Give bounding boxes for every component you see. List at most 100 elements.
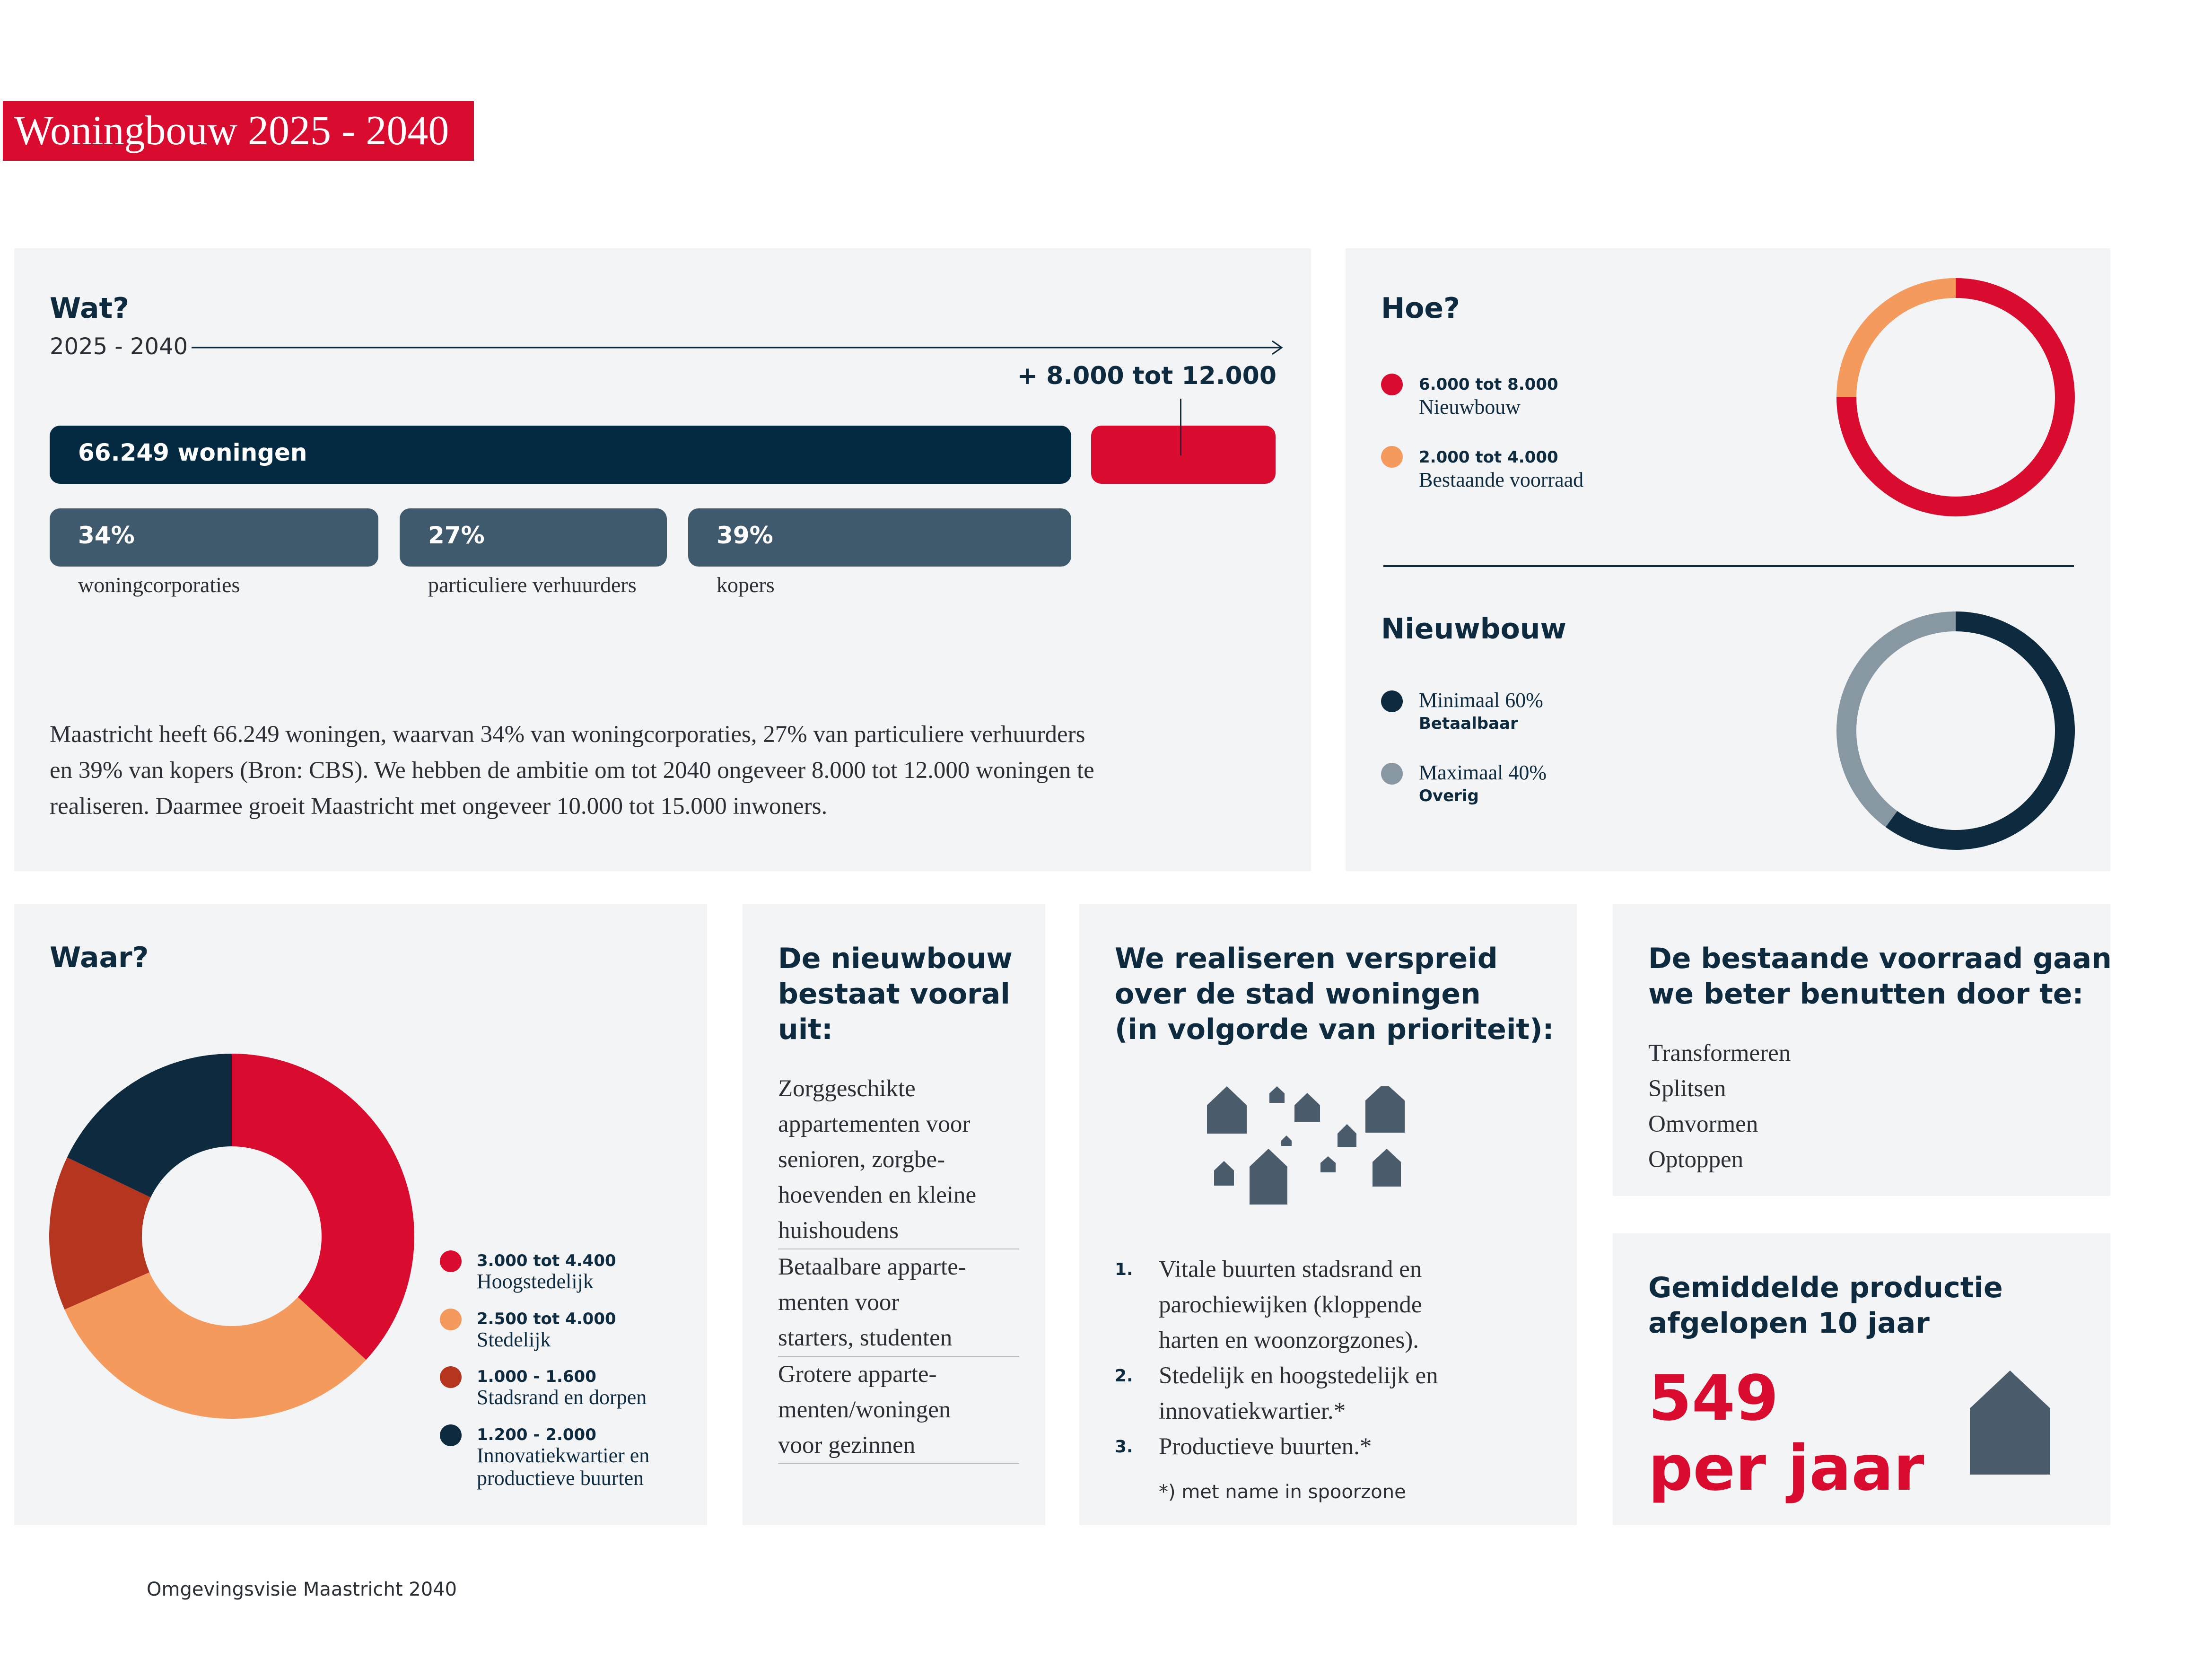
wat-period: 2025 - 2040 <box>50 333 188 360</box>
item-line: Zorggeschikte <box>778 1075 916 1102</box>
productie-heading: Gemiddelde productie afgelopen 10 jaar <box>1648 1270 2003 1341</box>
footnote: *) met name in spoorzone <box>1159 1481 1406 1503</box>
list-number: 1. <box>1115 1260 1133 1279</box>
list-number: 3. <box>1115 1437 1133 1457</box>
legend-label: Maximaal 40% <box>1419 761 1547 784</box>
donut-segment-0 <box>1885 611 2075 850</box>
list-item: Zorggeschikte appartementen voor seniore… <box>778 1071 1019 1249</box>
waar-donut-chart <box>49 1054 414 1419</box>
legend-dot <box>440 1424 462 1446</box>
legend-value: 2.500 tot 4.000 <box>477 1310 616 1328</box>
paragraph-line: realiseren. Daarmee groeit Maastricht me… <box>50 793 828 820</box>
legend-dot <box>1381 446 1403 468</box>
donut-segment-3 <box>67 1054 232 1197</box>
item-line: parochiewijken (kloppende <box>1159 1292 1422 1318</box>
spreiding-heading: We realiseren verspreid over de stad won… <box>1115 941 1554 1048</box>
segment-label: kopers <box>717 573 775 597</box>
heading-line: uit: <box>778 1013 833 1046</box>
list-item: Grotere apparte- menten/woningen voor ge… <box>778 1357 1019 1464</box>
list-item: 1. Vitale buurten stadsrand en parochiew… <box>1115 1252 1438 1358</box>
waar-heading: Waar? <box>50 941 149 974</box>
hoe-heading: Hoe? <box>1381 292 1460 325</box>
segment-label: particuliere verhuurders <box>428 573 637 597</box>
growth-label: + 8.000 tot 12.000 <box>1017 362 1276 390</box>
houses-scattered-icon <box>1207 1086 1405 1205</box>
timeline-arrow <box>192 340 1283 355</box>
list-item: 2. Stedelijk en hoogstedelijk en innovat… <box>1115 1358 1438 1429</box>
donut-segment-0 <box>232 1054 414 1360</box>
heading-line: We realiseren verspreid <box>1115 942 1498 975</box>
segment-pct: 39% <box>717 522 773 549</box>
donut-segment-1 <box>1836 611 1956 827</box>
samenstelling-heading: De nieuwbouw bestaat vooral uit: <box>778 941 1013 1048</box>
productie-panel: Gemiddelde productie afgelopen 10 jaar 5… <box>1613 1233 2110 1525</box>
voorraad-heading: De bestaande voorraad gaan we beter benu… <box>1648 941 2112 1012</box>
legend-label: Nieuwbouw <box>1419 395 1521 419</box>
list-item: Transformeren <box>1648 1040 1791 1066</box>
wat-panel: Wat? 2025 - 2040 + 8.000 tot 12.000 66.2… <box>14 248 1311 871</box>
legend-label: productieve buurten <box>477 1467 644 1490</box>
legend-dot <box>1381 374 1403 395</box>
wat-paragraph: Maastricht heeft 66.249 woningen, waarva… <box>50 716 1094 824</box>
legend-label: Hoogstedelijk <box>477 1270 594 1293</box>
growth-bar <box>1091 426 1276 484</box>
item-line: innovatiekwartier.* <box>1159 1398 1346 1424</box>
segment-pct: 34% <box>78 522 135 549</box>
list-item: Splitsen <box>1648 1075 1726 1102</box>
spreiding-list: 1. Vitale buurten stadsrand en parochiew… <box>1115 1252 1438 1465</box>
item-line: menten/woningen <box>778 1397 951 1423</box>
heading-line: we beter benutten door te: <box>1648 978 2084 1011</box>
heading-line: over de stad woningen <box>1115 978 1481 1011</box>
heading-line: bestaat vooral <box>778 978 1010 1011</box>
paragraph-line: Maastricht heeft 66.249 woningen, waarva… <box>50 721 1085 748</box>
footer-source: Omgevingsvisie Maastricht 2040 <box>147 1579 457 1600</box>
legend-label: Bestaande voorraad <box>1419 468 1584 491</box>
segment-bar-verhuurders: 27% <box>400 508 667 567</box>
item-line: menten voor <box>778 1289 900 1316</box>
item-line: appartementen voor <box>778 1111 970 1137</box>
heading-line: afgelopen 10 jaar <box>1648 1307 1930 1340</box>
hoe-panel: Hoe? 6.000 tot 8.000 Nieuwbouw 2.000 tot… <box>1346 248 2110 871</box>
legend-sub: Overig <box>1419 786 1479 805</box>
item-line: Stedelijk en hoogstedelijk en <box>1159 1362 1438 1389</box>
legend-value: 3.000 tot 4.400 <box>477 1251 616 1270</box>
wat-heading: Wat? <box>50 292 130 325</box>
item-line: senioren, zorgbe- <box>778 1146 945 1173</box>
legend-value: 6.000 tot 8.000 <box>1419 375 1558 394</box>
donut-segment-1 <box>64 1272 366 1419</box>
item-line: Vitale buurten stadsrand en <box>1159 1256 1422 1283</box>
total-bar-label: 66.249 woningen <box>78 439 307 466</box>
legend-label: Stedelijk <box>477 1328 551 1351</box>
productie-number: 549 <box>1648 1362 1779 1435</box>
heading-line: Gemiddelde productie <box>1648 1271 2003 1304</box>
total-bar: 66.249 woningen <box>50 426 1071 484</box>
legend-sub: Betaalbaar <box>1419 714 1518 733</box>
page-title: Woningbouw 2025 - 2040 <box>3 101 474 161</box>
samenstelling-list: Zorggeschikte appartementen voor seniore… <box>778 1071 1019 1464</box>
legend-dot <box>440 1309 462 1330</box>
voorraad-panel: De bestaande voorraad gaan we beter benu… <box>1613 904 2112 1196</box>
list-item: Optoppen <box>1648 1146 1744 1173</box>
section-divider <box>1383 565 2074 567</box>
legend-value: 1.200 - 2.000 <box>477 1425 596 1444</box>
item-line: hoevenden en kleine <box>778 1182 977 1208</box>
heading-line: De nieuwbouw <box>778 942 1013 975</box>
heading-line: De bestaande voorraad gaan <box>1648 942 2112 975</box>
legend-label: Minimaal 60% <box>1419 689 1543 712</box>
segment-label: woningcorporaties <box>78 573 240 597</box>
voorraad-list: Transformeren Splitsen Omvormen Optoppen <box>1648 1036 1791 1178</box>
growth-connector <box>1180 399 1181 455</box>
heading-line: (in volgorde van prioriteit): <box>1115 1013 1554 1046</box>
list-item: Betaalbare apparte- menten voor starters… <box>778 1249 1019 1357</box>
item-line: harten en woonzorgzones). <box>1159 1327 1419 1353</box>
productie-unit: per jaar <box>1648 1432 1924 1505</box>
item-line: starters, studenten <box>778 1325 953 1351</box>
nieuwbouw-heading: Nieuwbouw <box>1381 612 1566 646</box>
item-line: Grotere apparte- <box>778 1361 937 1388</box>
legend-dot <box>1381 690 1403 712</box>
segment-pct: 27% <box>428 522 485 549</box>
item-line: huishoudens <box>778 1217 899 1244</box>
donut-segment-2 <box>49 1157 151 1310</box>
list-item: 3. Productieve buurten.* <box>1115 1429 1438 1465</box>
waar-panel: Waar? 3.000 tot 4.400 Hoogstedelijk 2.50… <box>14 904 707 1525</box>
